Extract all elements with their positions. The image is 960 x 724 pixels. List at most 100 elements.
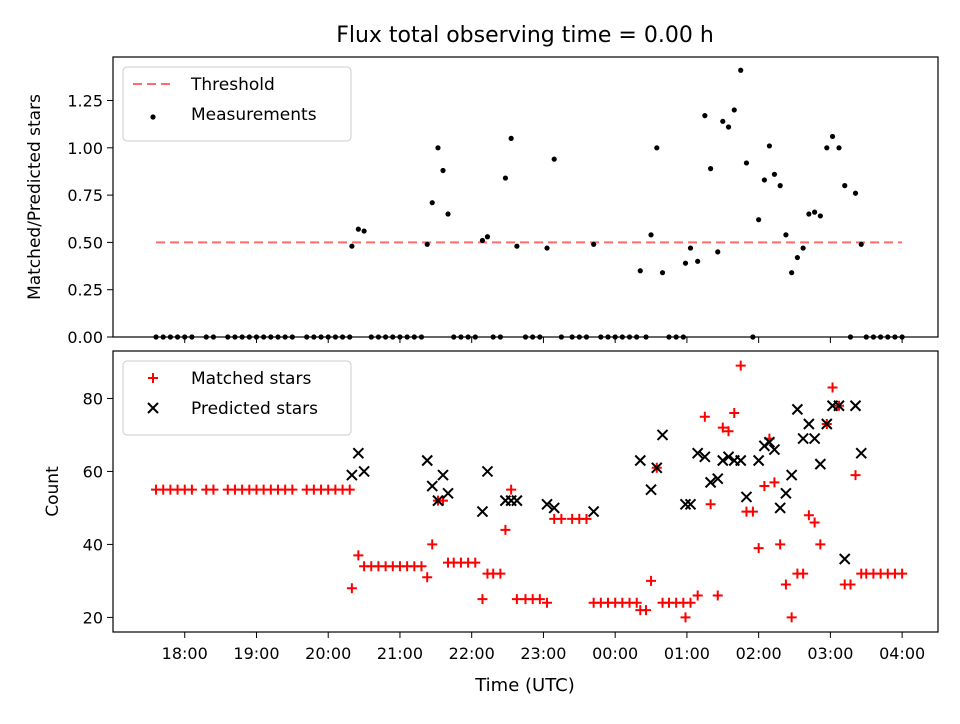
matched-point (845, 579, 856, 590)
matched-point (422, 572, 433, 583)
matched-point (712, 590, 723, 601)
predicted-point (352, 447, 365, 459)
predicted-point (855, 447, 867, 459)
matched-point (511, 594, 522, 605)
matched-point (534, 594, 545, 605)
measurement-point (731, 107, 737, 113)
predicted-point (442, 487, 454, 500)
matched-point (747, 506, 758, 517)
x-tick-label: 18:00 (162, 644, 208, 663)
measurement-point (551, 156, 557, 162)
predicted-point (780, 487, 792, 500)
matched-point (705, 499, 716, 510)
measurement-point (502, 175, 509, 181)
y-tick-label: 1.25 (67, 92, 103, 111)
measurement-point (440, 167, 446, 174)
predicted-point (717, 454, 729, 467)
predicted-point (437, 469, 449, 481)
matched-point (780, 579, 791, 590)
x-tick-label: 23:00 (520, 644, 566, 663)
predicted-point (803, 418, 815, 430)
measurement-point (544, 245, 550, 251)
matched-point (631, 597, 642, 608)
matched-point (353, 550, 364, 561)
measurement-point (637, 268, 643, 274)
predicted-point (785, 469, 798, 481)
plot-frame (112, 350, 939, 633)
predicted-point (704, 476, 717, 489)
predicted-point (634, 454, 646, 467)
x-tick-label: 00:00 (592, 644, 638, 663)
measurement-point (817, 213, 823, 219)
legend-measurements-swatch (150, 114, 156, 120)
y-tick-label: 1.00 (67, 139, 103, 158)
matched-point (287, 484, 298, 495)
x-tick-label: 19:00 (233, 644, 279, 663)
predicted-point (476, 505, 489, 518)
matched-point (735, 360, 746, 371)
measurement-point (508, 135, 514, 141)
predicted-point (421, 454, 433, 467)
measurement-point (771, 171, 778, 177)
x-tick-label: 01:00 (664, 644, 710, 663)
y-tick-label: 60 (83, 462, 103, 481)
measurement-point (852, 190, 859, 196)
measurement-point (361, 228, 367, 234)
predicted-point (808, 432, 821, 445)
matched-point (346, 583, 357, 594)
legend-entry-label: Measurements (191, 105, 317, 125)
y-tick-label: 0.50 (67, 233, 103, 252)
predicted-point (645, 483, 657, 496)
legend-entry-label: Threshold (190, 75, 275, 95)
matched-point (786, 612, 797, 623)
measurement-point (824, 145, 830, 151)
matched-point (729, 408, 740, 419)
predicted-point (722, 451, 735, 463)
legend-matched-swatch (148, 373, 158, 383)
matched-point (753, 543, 764, 554)
predicted-point (763, 436, 776, 448)
y-axis-label: Matched/Predicted stars (25, 94, 45, 300)
matched-point (692, 590, 703, 601)
y-tick-label: 20 (83, 608, 103, 627)
measurement-point (435, 145, 441, 151)
measurement-point (842, 183, 848, 189)
measurement-point (702, 113, 708, 119)
measurement-point (695, 258, 701, 264)
measurement-point (349, 243, 355, 249)
measurement-point (707, 166, 714, 172)
x-axis-label: Time (UTC) (474, 675, 575, 696)
matched-point (416, 561, 427, 572)
predicted-point (587, 505, 600, 518)
matched-point (208, 484, 219, 495)
y-tick-label: 0.00 (67, 328, 103, 347)
y-tick-label: 40 (83, 535, 103, 554)
matched-point (775, 539, 786, 550)
measurement-point (355, 226, 361, 232)
matched-point (495, 568, 506, 579)
x-tick-label: 04:00 (879, 644, 925, 663)
predicted-point (426, 480, 438, 492)
predicted-point (797, 432, 809, 445)
matched-point (641, 605, 652, 616)
measurement-point (445, 211, 451, 217)
chart-title: Flux total observing time = 0.00 h (336, 23, 714, 48)
predicted-point (358, 465, 370, 478)
measurement-point (591, 241, 597, 247)
predicted-point (821, 418, 833, 430)
measurement-point (720, 118, 726, 124)
measurement-point (725, 124, 732, 130)
predicted-point (699, 451, 711, 463)
matched-point (506, 484, 517, 495)
matched-point (897, 568, 908, 579)
matched-point (685, 597, 696, 608)
predicted-point (752, 454, 765, 467)
measurement-point (743, 160, 750, 166)
measurement-point (687, 245, 694, 251)
measurement-point (715, 249, 721, 255)
measurement-point (800, 245, 806, 251)
predicted-point (656, 429, 669, 441)
matched-point (769, 477, 780, 488)
measurement-point (424, 241, 430, 247)
predicted-point (814, 458, 827, 470)
